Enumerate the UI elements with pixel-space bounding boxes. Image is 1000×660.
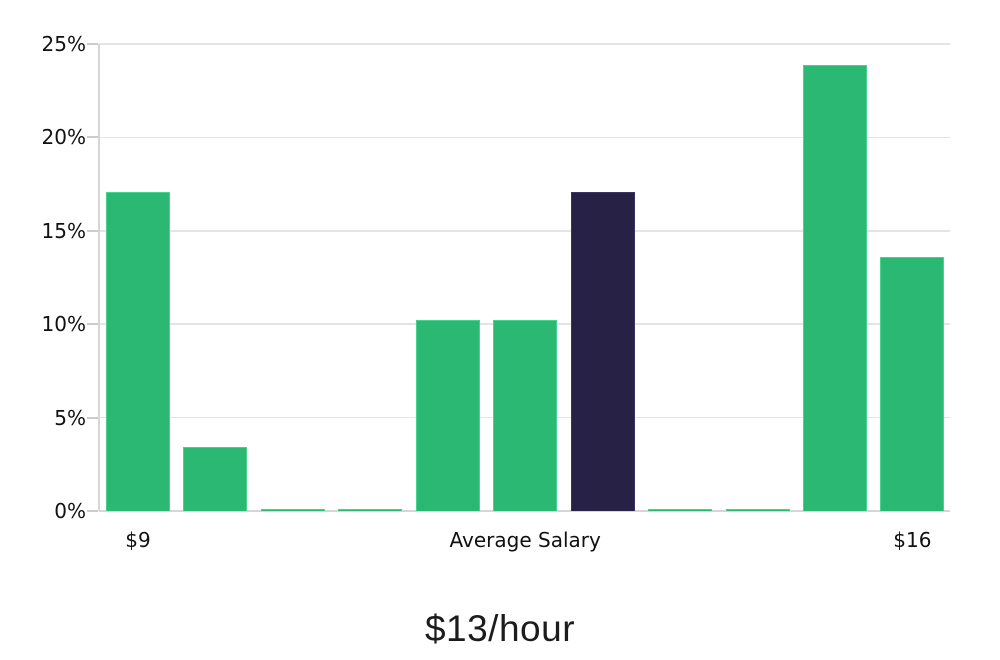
y-tick-mark [87, 510, 98, 512]
y-tick-mark [87, 43, 98, 45]
histogram-bar[interactable] [415, 320, 480, 511]
chart-title: $13/hour [424, 608, 576, 649]
y-axis-line [98, 44, 100, 511]
y-gridline [99, 136, 950, 139]
y-gridline [99, 43, 950, 45]
histogram-bar[interactable] [106, 191, 170, 511]
histogram-bar[interactable] [260, 509, 325, 511]
x-axis-tick-label: Average Salary [449, 528, 601, 552]
x-axis-baseline [99, 510, 950, 512]
histogram-bar[interactable] [648, 509, 713, 511]
y-tick-mark [87, 323, 98, 326]
histogram-bar[interactable] [725, 509, 790, 511]
histogram-bar[interactable] [880, 256, 945, 511]
histogram-bar[interactable] [338, 509, 403, 511]
y-gridline [99, 230, 950, 232]
y-axis-tick-label: 25% [41, 32, 86, 56]
histogram-bar[interactable] [183, 447, 248, 511]
y-axis-tick-label: 5% [54, 405, 86, 430]
y-axis-tick-label: 15% [41, 218, 86, 243]
y-axis-tick-label: 10% [41, 312, 86, 337]
x-axis-tick-label: $9 [125, 528, 151, 552]
y-tick-mark [87, 229, 98, 232]
histogram-bar[interactable] [493, 320, 558, 511]
y-axis-tick-label: 0% [54, 499, 86, 523]
x-axis-tick-label: $16 [893, 528, 932, 552]
y-axis-tick-label: 20% [41, 125, 86, 150]
y-tick-mark [87, 416, 98, 419]
histogram-bar-highlight-average[interactable] [570, 191, 635, 511]
y-tick-mark [87, 136, 98, 139]
histogram-bar[interactable] [802, 64, 867, 511]
